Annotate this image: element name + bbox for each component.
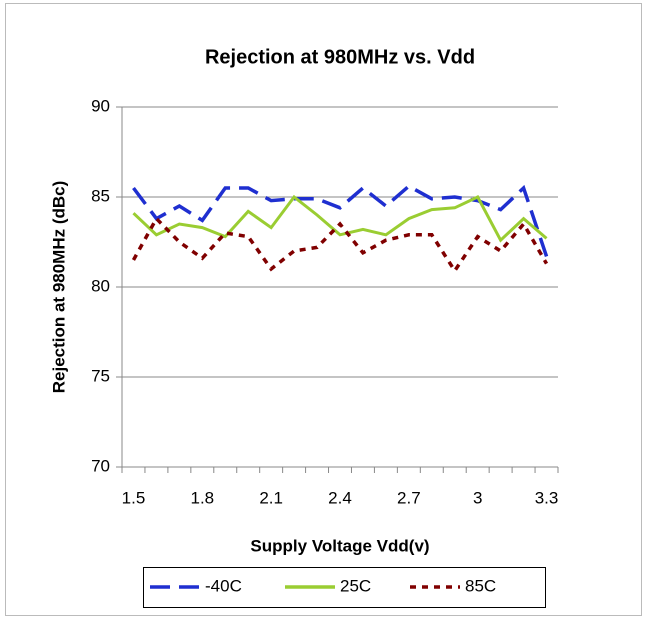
legend-label: 85C <box>465 576 496 595</box>
x-tick-label: 3 <box>473 488 482 507</box>
series-line <box>131 215 549 274</box>
x-tick-label: 3.3 <box>535 488 559 507</box>
series-line <box>132 194 548 243</box>
x-tick-label: 2.1 <box>259 488 283 507</box>
legend-box <box>143 567 546 608</box>
x-tick-label: 1.8 <box>190 488 214 507</box>
y-tick-label: 90 <box>91 96 110 115</box>
chart-title: Rejection at 980MHz vs. Vdd <box>205 46 475 68</box>
x-tick-label: 1.5 <box>122 488 146 507</box>
y-tick-label: 85 <box>91 186 110 205</box>
series-line <box>132 184 549 257</box>
chart-frame <box>5 3 642 616</box>
x-axis-label: Supply Voltage Vdd(v) <box>250 536 429 555</box>
y-tick-label: 80 <box>91 276 110 295</box>
legend-label: 25C <box>340 576 371 595</box>
x-tick-label: 2.7 <box>397 488 421 507</box>
legend-label: -40C <box>205 576 242 595</box>
y-tick-label: 70 <box>91 456 110 475</box>
y-axis-label: Rejection at 980MHz (dBc) <box>49 181 68 394</box>
y-tick-label: 75 <box>91 366 110 385</box>
x-tick-label: 2.4 <box>328 488 352 507</box>
